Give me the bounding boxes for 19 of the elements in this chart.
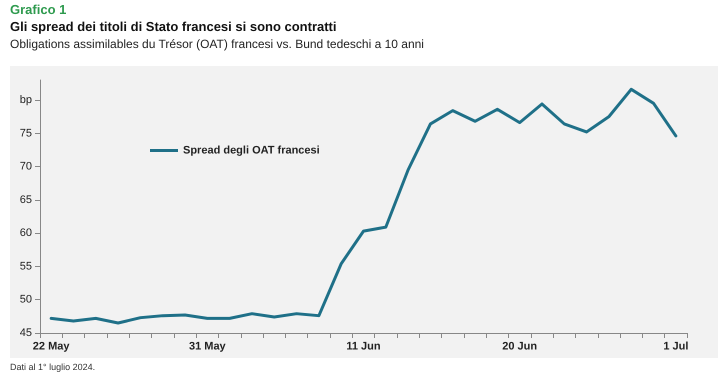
line-series	[50, 88, 678, 325]
text: Dati al 1° luglio 2024.	[10, 362, 96, 372]
y-tick-label: 55	[20, 260, 32, 272]
y-tick-label: 50	[20, 294, 32, 306]
y-tick-label: 60	[20, 227, 32, 240]
chart-title: Gli spread dei titoli di Stato francesi si sono contratti	[10, 19, 336, 34]
y-tick-label: 75	[20, 127, 32, 140]
legend-label: Spread degli OAT francesi	[183, 144, 320, 156]
x-tick-label: 20 Jun	[502, 340, 538, 352]
x-tick-label: 1 Jul	[663, 340, 688, 352]
x-tick-label: 11 Jun	[346, 340, 381, 352]
x-tick-label: 31 May	[188, 340, 227, 352]
text: Grafico 1	[10, 2, 66, 17]
x-tick-label: 22 May	[32, 340, 70, 352]
chart-subtitle: Obligations assimilables du Trésor (OAT) francesi vs. Bund tedeschi a 10 anni	[10, 37, 424, 51]
y-tick-label: 70	[20, 160, 32, 173]
y-tick-label: 65	[20, 194, 32, 206]
y-tick-label: 45	[20, 327, 32, 339]
y-tick-label: bp	[20, 94, 32, 106]
